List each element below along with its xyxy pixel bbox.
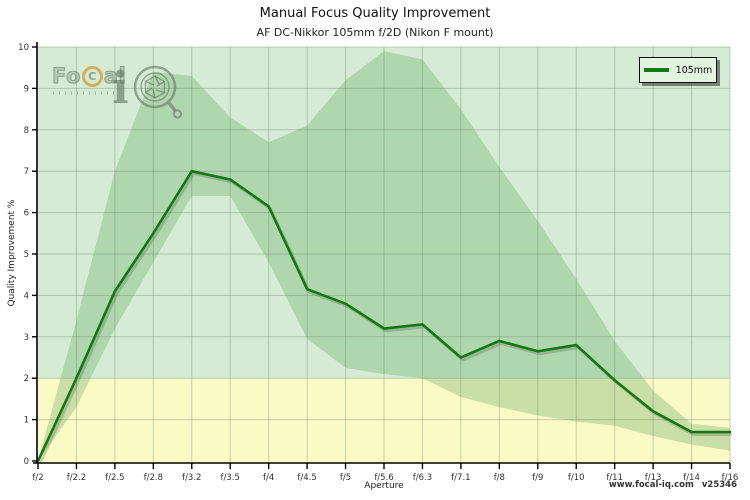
x-tick-label: f/14 [683,473,700,483]
footer-credit: www.focal-iq.com v25346 [609,480,737,490]
x-tick-label: f/16 [722,473,739,483]
chart-subtitle: AF DC-Nikkor 105mm f/2D (Nikon F mount) [256,26,494,39]
y-tick-label: 6 [24,209,29,219]
y-tick-label: 10 [18,43,29,53]
y-tick-label: 5 [24,250,29,260]
y-axis-title: Quality Improvement % [7,199,17,307]
x-tick-label: f/7.1 [451,473,470,483]
x-axis-title: Aperture [364,481,404,491]
plot-bg-below-threshold [38,378,730,463]
legend-series-label: 105mm [675,64,713,76]
x-tick-label: f/3.5 [221,473,240,483]
y-tick-label: 0 [24,457,29,467]
x-tick-label: f/8 [494,473,505,483]
legend-box[interactable]: 105mm [639,57,717,83]
y-tick-label: 7 [24,167,29,177]
uncertainty-band [38,51,730,461]
x-tick-label: f/9 [532,473,543,483]
x-tick-label: f/5 [340,473,351,483]
x-tick-label: f/2.5 [105,473,124,483]
y-tick-label: 2 [24,374,29,384]
y-tick-label: 4 [24,291,29,301]
footer-site-url: www.focal-iq.com [608,480,694,490]
x-tick-label: f/10 [568,473,585,483]
chart-title: Manual Focus Quality Improvement [259,6,491,21]
x-tick-label: f/11 [606,473,623,483]
x-tick-label: f/2 [32,473,43,483]
x-tick-label: f/3.2 [182,473,201,483]
x-tick-label: f/4 [263,473,274,483]
y-tick-label: 9 [24,84,29,94]
y-tick-label: 1 [24,416,29,426]
footer-version: v25346 [701,480,737,490]
series-line-105mm [36,169,732,463]
y-tick-label: 8 [24,126,29,136]
x-tick-label: f/4.5 [297,473,316,483]
x-tick-label: f/6.3 [413,473,432,483]
x-tick-label: f/5.6 [374,473,393,483]
x-tick-label: f/2.8 [144,473,163,483]
x-tick-label: f/2.2 [67,473,86,483]
x-tick-label: f/13 [645,473,662,483]
legend-line-swatch [643,68,669,72]
y-tick-label: 3 [24,333,29,343]
